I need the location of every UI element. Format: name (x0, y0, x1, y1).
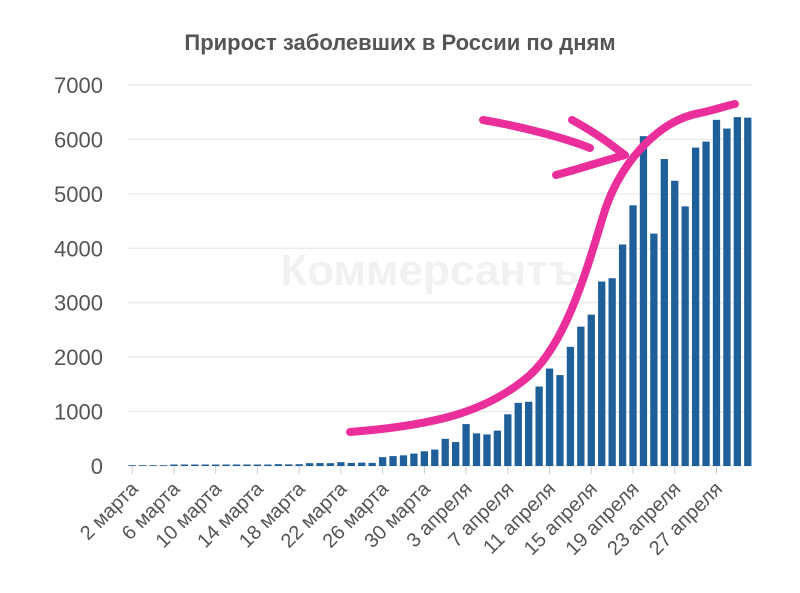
bar (159, 465, 168, 466)
bar (681, 206, 689, 466)
bar (723, 128, 731, 467)
bar (441, 438, 449, 466)
bar (660, 159, 668, 466)
bar (389, 456, 397, 466)
bar (368, 462, 376, 466)
bar (378, 457, 387, 466)
y-tick-label: 0 (91, 454, 103, 479)
bar (650, 233, 658, 466)
bar (347, 462, 355, 466)
bar (587, 314, 595, 466)
bar (358, 462, 366, 466)
bar (264, 464, 272, 466)
bar (462, 424, 470, 466)
bar (483, 434, 491, 466)
bar (525, 401, 533, 466)
bar (420, 451, 428, 466)
bars (128, 117, 752, 467)
bar (504, 414, 512, 466)
y-tick-label: 1000 (54, 400, 103, 425)
watermark-text: Коммерсантъ (280, 246, 579, 295)
y-tick-label: 2000 (54, 345, 103, 370)
bar (201, 464, 209, 466)
bar (691, 147, 700, 466)
bar (535, 386, 543, 466)
y-tick-label: 7000 (54, 73, 103, 98)
bar (514, 402, 522, 466)
bar (545, 368, 554, 466)
bar (243, 464, 251, 466)
bar (295, 464, 303, 466)
annotation-arrow (479, 116, 629, 179)
bar (139, 465, 147, 466)
bar (222, 464, 230, 466)
bar (180, 464, 189, 466)
bar (733, 117, 741, 467)
bar (639, 136, 648, 466)
bar (566, 346, 575, 466)
bar (337, 462, 345, 466)
bar (598, 281, 606, 466)
bar (712, 119, 721, 466)
bar (493, 430, 502, 466)
bar (232, 464, 241, 466)
bar (326, 463, 335, 466)
bar (149, 465, 157, 466)
y-axis: 0 1000 2000 3000 4000 5000 6000 7000 (54, 73, 103, 479)
y-tick-label: 5000 (54, 182, 103, 207)
bar (556, 375, 564, 466)
chart-title: Прирост заболевших в России по дням (184, 30, 616, 55)
y-tick-label: 6000 (54, 127, 103, 152)
bar (285, 464, 293, 466)
bar (431, 449, 439, 466)
annotation-curve (346, 100, 739, 436)
bar (629, 205, 637, 467)
bar (399, 455, 408, 466)
bar (744, 117, 752, 466)
bar (170, 464, 178, 466)
bar (274, 464, 282, 466)
y-tick-label: 4000 (54, 236, 103, 261)
bar (128, 465, 136, 466)
bar (618, 244, 627, 466)
bar (212, 464, 220, 466)
bar (191, 464, 199, 466)
bar (316, 463, 324, 466)
bar (452, 442, 460, 466)
bar (472, 433, 481, 466)
y-tick-label: 3000 (54, 291, 103, 316)
bar (305, 463, 314, 466)
bar (702, 141, 710, 467)
bar (253, 464, 262, 466)
bar (608, 278, 616, 466)
bar (577, 326, 585, 466)
bar (671, 180, 679, 467)
bar (410, 453, 418, 466)
